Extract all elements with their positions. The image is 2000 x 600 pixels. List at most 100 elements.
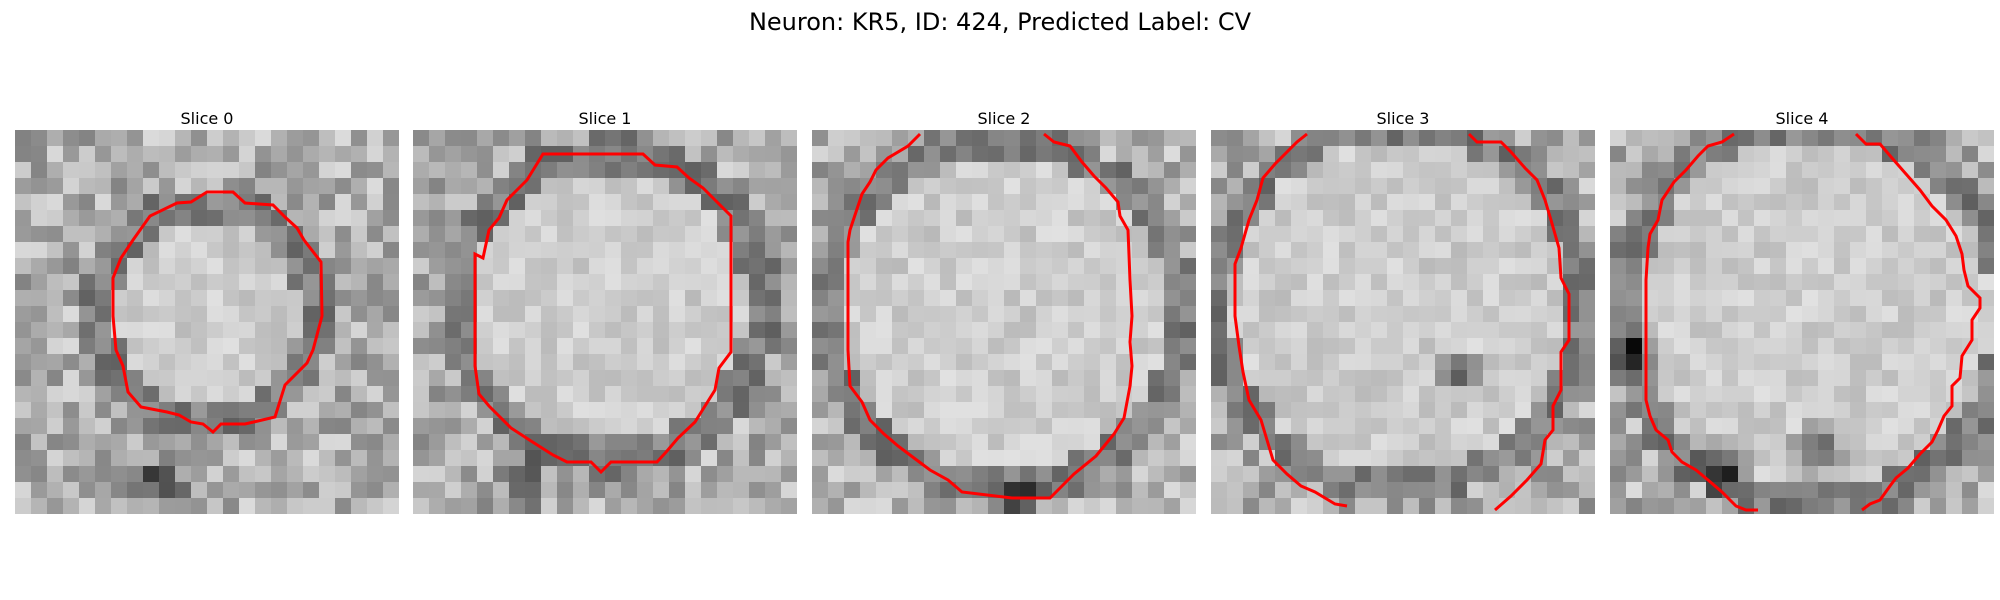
pixel-cell bbox=[1371, 226, 1387, 242]
pixel-cell bbox=[876, 178, 892, 194]
pixel-cell bbox=[1818, 370, 1834, 386]
pixel-cell bbox=[461, 482, 477, 498]
pixel-cell bbox=[828, 482, 844, 498]
pixel-cell bbox=[1435, 466, 1451, 482]
pixel-cell bbox=[1946, 498, 1962, 514]
pixel-cell bbox=[1850, 210, 1866, 226]
pixel-cell bbox=[1483, 434, 1499, 450]
pixel-cell bbox=[876, 210, 892, 226]
pixel-cell bbox=[1978, 130, 1994, 146]
pixel-cell bbox=[860, 258, 876, 274]
pixel-cell bbox=[1323, 226, 1339, 242]
pixel-cell bbox=[383, 178, 399, 194]
pixel-cell bbox=[1547, 402, 1563, 418]
pixel-cell bbox=[589, 482, 605, 498]
pixel-cell bbox=[828, 370, 844, 386]
pixel-cell bbox=[1850, 226, 1866, 242]
pixel-cell bbox=[95, 322, 111, 338]
pixel-cell bbox=[1563, 178, 1579, 194]
pixel-cell bbox=[988, 210, 1004, 226]
pixel-cell bbox=[956, 418, 972, 434]
pixel-cell bbox=[940, 178, 956, 194]
pixel-cell bbox=[1052, 322, 1068, 338]
segmentation-contour-3 bbox=[1233, 132, 1348, 508]
pixel-cell bbox=[733, 194, 749, 210]
pixel-cell bbox=[589, 194, 605, 210]
pixel-cell bbox=[653, 338, 669, 354]
pixel-cell bbox=[271, 226, 287, 242]
pixel-cell bbox=[525, 498, 541, 514]
pixel-cell bbox=[988, 130, 1004, 146]
pixel-cell bbox=[1563, 466, 1579, 482]
pixel-cell bbox=[1610, 306, 1626, 322]
pixel-cell bbox=[461, 290, 477, 306]
pixel-cell bbox=[303, 194, 319, 210]
pixel-cell bbox=[701, 210, 717, 226]
pixel-cell bbox=[1275, 306, 1291, 322]
pixel-cell bbox=[303, 226, 319, 242]
pixel-cell bbox=[1483, 418, 1499, 434]
pixel-cell bbox=[892, 274, 908, 290]
pixel-cell bbox=[1483, 402, 1499, 418]
pixel-cell bbox=[892, 130, 908, 146]
pixel-cell bbox=[1930, 338, 1946, 354]
pixel-cell bbox=[303, 450, 319, 466]
pixel-cell bbox=[1866, 434, 1882, 450]
pixel-cell bbox=[1307, 274, 1323, 290]
pixel-cell bbox=[1706, 210, 1722, 226]
pixel-cell bbox=[924, 258, 940, 274]
pixel-cell bbox=[1148, 322, 1164, 338]
pixel-cell bbox=[1706, 178, 1722, 194]
pixel-cell bbox=[1802, 226, 1818, 242]
pixel-cell bbox=[429, 306, 445, 322]
pixel-cell bbox=[1451, 162, 1467, 178]
pixel-cell bbox=[509, 306, 525, 322]
pixel-cell bbox=[1978, 498, 1994, 514]
pixel-cell bbox=[1451, 178, 1467, 194]
pixel-cell bbox=[287, 482, 303, 498]
pixel-cell bbox=[844, 290, 860, 306]
pixel-cell bbox=[781, 498, 797, 514]
pixel-cell bbox=[1579, 274, 1595, 290]
pixel-cell bbox=[1403, 162, 1419, 178]
pixel-cell bbox=[367, 146, 383, 162]
segmentation-contour-0 bbox=[111, 190, 324, 435]
pixel-cell bbox=[1866, 418, 1882, 434]
pixel-cell bbox=[1132, 162, 1148, 178]
pixel-cell bbox=[733, 130, 749, 146]
pixel-cell bbox=[653, 370, 669, 386]
pixel-cell bbox=[1020, 210, 1036, 226]
pixel-cell bbox=[781, 466, 797, 482]
pixel-cell bbox=[383, 466, 399, 482]
pixel-cell bbox=[413, 498, 429, 514]
pixel-cell bbox=[892, 194, 908, 210]
pixel-cell bbox=[1467, 386, 1483, 402]
pixel-cell bbox=[1355, 306, 1371, 322]
pixel-cell bbox=[637, 178, 653, 194]
pixel-cell bbox=[159, 290, 175, 306]
pixel-cell bbox=[47, 258, 63, 274]
pixel-cell bbox=[1626, 178, 1642, 194]
pixel-cell bbox=[79, 130, 95, 146]
pixel-cell bbox=[255, 162, 271, 178]
pixel-cell bbox=[637, 402, 653, 418]
pixel-cell bbox=[159, 146, 175, 162]
pixel-cell bbox=[1100, 322, 1116, 338]
pixel-cell bbox=[63, 466, 79, 482]
pixel-cell bbox=[1180, 178, 1196, 194]
pixel-cell bbox=[1403, 226, 1419, 242]
pixel-cell bbox=[1451, 242, 1467, 258]
pixel-cell bbox=[95, 274, 111, 290]
pixel-cell bbox=[383, 418, 399, 434]
pixel-cell bbox=[493, 306, 509, 322]
pixel-cell bbox=[111, 466, 127, 482]
pixel-cell bbox=[892, 290, 908, 306]
pixel-cell bbox=[1515, 402, 1531, 418]
pixel-cell bbox=[1626, 306, 1642, 322]
pixel-cell bbox=[972, 162, 988, 178]
pixel-cell bbox=[1802, 274, 1818, 290]
pixel-cell bbox=[972, 466, 988, 482]
pixel-cell bbox=[429, 130, 445, 146]
pixel-cell bbox=[79, 290, 95, 306]
pixel-cell bbox=[15, 242, 31, 258]
